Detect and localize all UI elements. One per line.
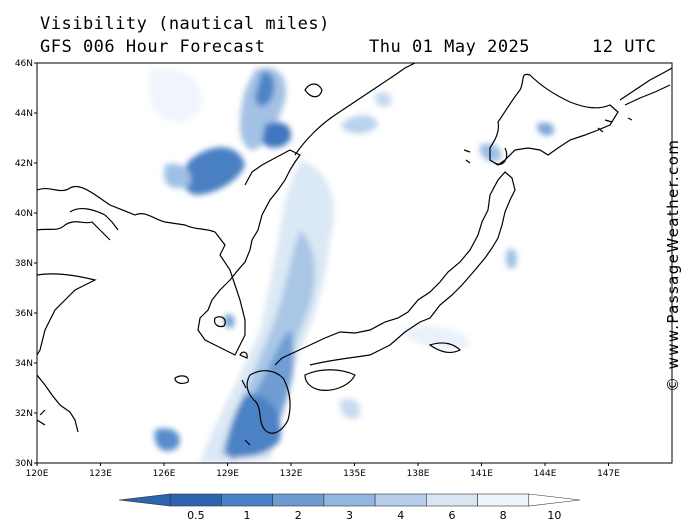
lon-tick-label: 129E	[216, 469, 239, 479]
lon-tick-label: 135E	[343, 469, 366, 479]
lat-tick-label: 44N	[15, 109, 33, 119]
copyright-credit: © www.PassageWeather.com	[664, 138, 682, 392]
colorbar-segment	[169, 493, 222, 507]
lat-tick-label: 42N	[15, 159, 33, 169]
colorbar-label: 6	[448, 509, 456, 522]
colorbar-label: 4	[397, 509, 405, 522]
colorbar-label: 8	[499, 509, 507, 522]
lat-tick-label: 32N	[15, 409, 33, 419]
lon-tick-label: 126E	[153, 469, 176, 479]
longitude-axis: 120E 123E 126E 129E 132E 135E 138E 141E 144E 147E	[26, 463, 620, 479]
lat-tick-label: 38N	[15, 259, 33, 269]
colorbar-segment	[272, 493, 325, 507]
lon-tick-label: 138E	[407, 469, 430, 479]
lat-tick-label: 46N	[15, 59, 33, 69]
lat-tick-label: 34N	[15, 359, 33, 369]
lat-tick-label: 30N	[15, 459, 33, 469]
lon-tick-label: 123E	[89, 469, 112, 479]
colorbar-label: 0.5	[187, 509, 205, 522]
colorbar-segment	[426, 493, 478, 507]
colorbar-arrow-left	[118, 493, 171, 507]
colorbar-segment	[323, 493, 376, 507]
forecast-model-label: GFS 006 Hour Forecast	[40, 37, 266, 57]
colorbar-label: 2	[294, 509, 302, 522]
colorbar-label: 10	[547, 509, 562, 522]
colorbar-label: 1	[243, 509, 251, 522]
lon-tick-label: 120E	[26, 469, 49, 479]
colorbar-segment	[477, 493, 530, 507]
latitude-axis: 30N 32N 34N 36N 38N 40N 42N 44N 46N	[15, 59, 37, 469]
colorbar-segment	[221, 493, 273, 507]
lon-tick-label: 147E	[597, 469, 620, 479]
colorbar-arrow-right	[528, 493, 581, 507]
lon-tick-label: 132E	[280, 469, 303, 479]
visibility-colorbar	[118, 493, 581, 507]
lon-tick-label: 141E	[470, 469, 493, 479]
colorbar-label: 3	[346, 509, 353, 522]
chart-title: Visibility (nautical miles)	[40, 14, 330, 34]
forecast-time: 12 UTC	[592, 37, 657, 57]
lat-tick-label: 36N	[15, 309, 33, 319]
colorbar-segment	[374, 493, 427, 507]
coastline-outline	[37, 63, 672, 446]
visibility-shading	[150, 67, 554, 463]
lon-tick-label: 144E	[534, 469, 557, 479]
lat-tick-label: 40N	[15, 209, 33, 219]
forecast-date: Thu 01 May 2025	[369, 37, 531, 57]
